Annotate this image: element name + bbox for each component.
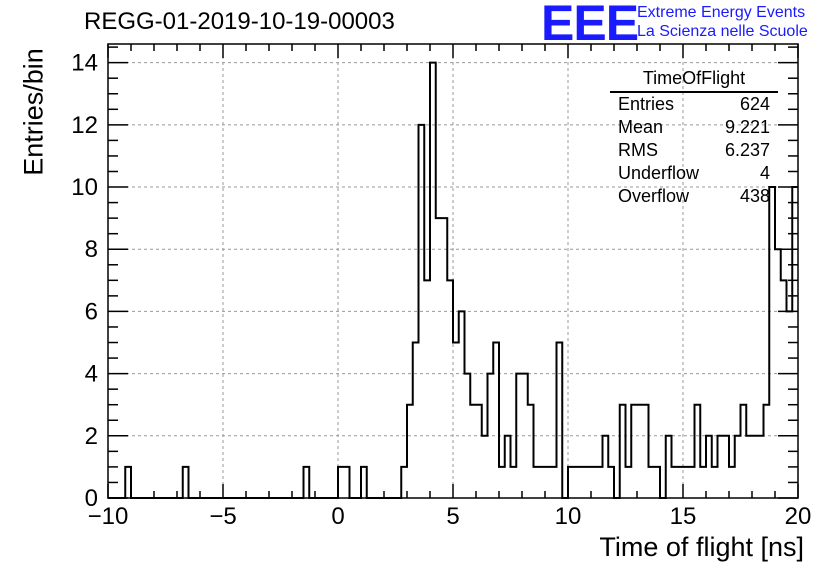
- y-tick-label: 4: [85, 361, 98, 388]
- y-tick-label: 6: [85, 298, 98, 325]
- logo-caption-line2: La Scienza nelle Scuole: [637, 23, 808, 40]
- x-tick-label: 15: [670, 503, 697, 530]
- stats-value: 624: [739, 94, 770, 114]
- eee-logo: EEE: [541, 0, 639, 51]
- x-tick-label: 10: [555, 503, 582, 530]
- logo-caption-line1: Extreme Energy Events: [637, 4, 806, 21]
- stats-label: Entries: [618, 94, 675, 114]
- y-tick-label: 0: [85, 485, 98, 512]
- stats-value: 6.237: [724, 140, 770, 160]
- stats-label: Overflow: [618, 186, 690, 206]
- stats-label: RMS: [618, 140, 658, 160]
- y-tick-label: 2: [85, 423, 98, 450]
- stats-value: 4: [759, 163, 770, 183]
- x-axis-label: Time of flight [ns]: [599, 532, 804, 562]
- plot-title: REGG-01-2019-10-19-00003: [84, 8, 395, 35]
- axis-ticks: [107, 44, 799, 499]
- stats-value: 438: [739, 186, 770, 206]
- stats-title: TimeOfFlight: [610, 68, 778, 93]
- stats-box: TimeOfFlight Entries 624 Mean 9.221 RMS …: [610, 68, 778, 208]
- tick-labels: −10 −5 0 5 10 15 20 0 2 4 6 8 10 12 14: [71, 50, 811, 530]
- x-tick-label: 0: [331, 503, 344, 530]
- stats-row: RMS 6.237: [610, 139, 778, 162]
- x-tick-label: 20: [785, 503, 812, 530]
- x-tick-label: −5: [209, 503, 236, 530]
- y-tick-label: 14: [71, 50, 98, 77]
- stats-label: Mean: [618, 117, 664, 137]
- y-tick-label: 12: [71, 112, 98, 139]
- x-tick-label: −10: [88, 503, 129, 530]
- x-tick-label: 5: [446, 503, 459, 530]
- logo-caption: Extreme Energy Events La Scienza nelle S…: [637, 3, 808, 41]
- y-tick-label: 10: [71, 174, 98, 201]
- stats-row: Underflow 4: [610, 162, 778, 185]
- grid-lines: [108, 44, 798, 498]
- y-axis-label: Entries/bin: [18, 48, 49, 176]
- stats-label: Underflow: [618, 163, 700, 183]
- stats-row: Mean 9.221: [610, 116, 778, 139]
- stats-value: 9.221: [724, 117, 770, 137]
- y-tick-label: 8: [85, 236, 98, 263]
- stats-row: Entries 624: [610, 93, 778, 116]
- stats-row: Overflow 438: [610, 185, 778, 208]
